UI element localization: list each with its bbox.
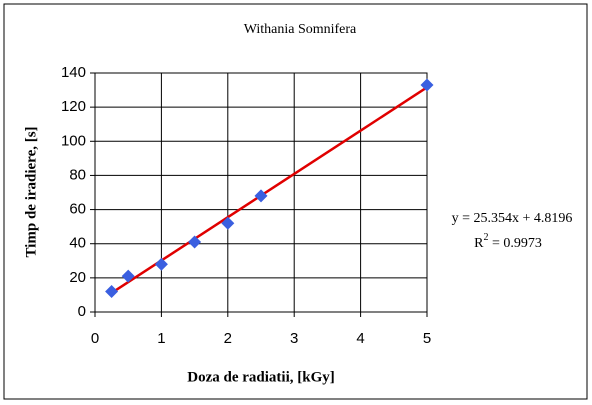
y-tick-label: 20 — [69, 269, 86, 286]
trendline — [110, 86, 428, 294]
plot-area — [94, 72, 428, 313]
y-tick-label: 0 — [78, 303, 86, 320]
y-axis-label: Timp de iradiere, [s] — [23, 126, 39, 257]
data-point — [420, 78, 434, 92]
chart-border — [3, 3, 588, 400]
data-point — [221, 216, 235, 230]
x-tick-label: 2 — [224, 330, 232, 347]
r2-value: = 0.9973 — [488, 236, 541, 251]
x-tick-label: 0 — [91, 330, 99, 347]
y-tick-label: 100 — [61, 132, 86, 149]
data-point — [188, 235, 202, 249]
y-tick-label: 140 — [61, 64, 86, 81]
x-tick-label: 3 — [290, 330, 298, 347]
chart-title: Withania Somnifera — [244, 22, 357, 37]
data-point — [105, 285, 119, 299]
x-tick-label: 4 — [356, 330, 364, 347]
y-tick-label: 120 — [61, 98, 86, 115]
data-point — [254, 189, 268, 203]
y-tick-label: 80 — [69, 166, 86, 183]
trendline-equation: y = 25.354x + 4.8196 — [452, 211, 573, 226]
x-tick-label: 5 — [423, 330, 431, 347]
data-point — [121, 269, 135, 283]
r2-exponent: 2 — [483, 232, 488, 243]
data-point — [154, 257, 168, 271]
x-axis-label: Doza de radiatii, [kGy] — [187, 369, 335, 385]
r-squared: R2 = 0.9973 — [474, 232, 542, 251]
y-tick-label: 40 — [69, 235, 86, 252]
r2-symbol: R — [474, 236, 484, 251]
x-tick-label: 1 — [157, 330, 165, 347]
y-tick-label: 60 — [69, 201, 86, 218]
